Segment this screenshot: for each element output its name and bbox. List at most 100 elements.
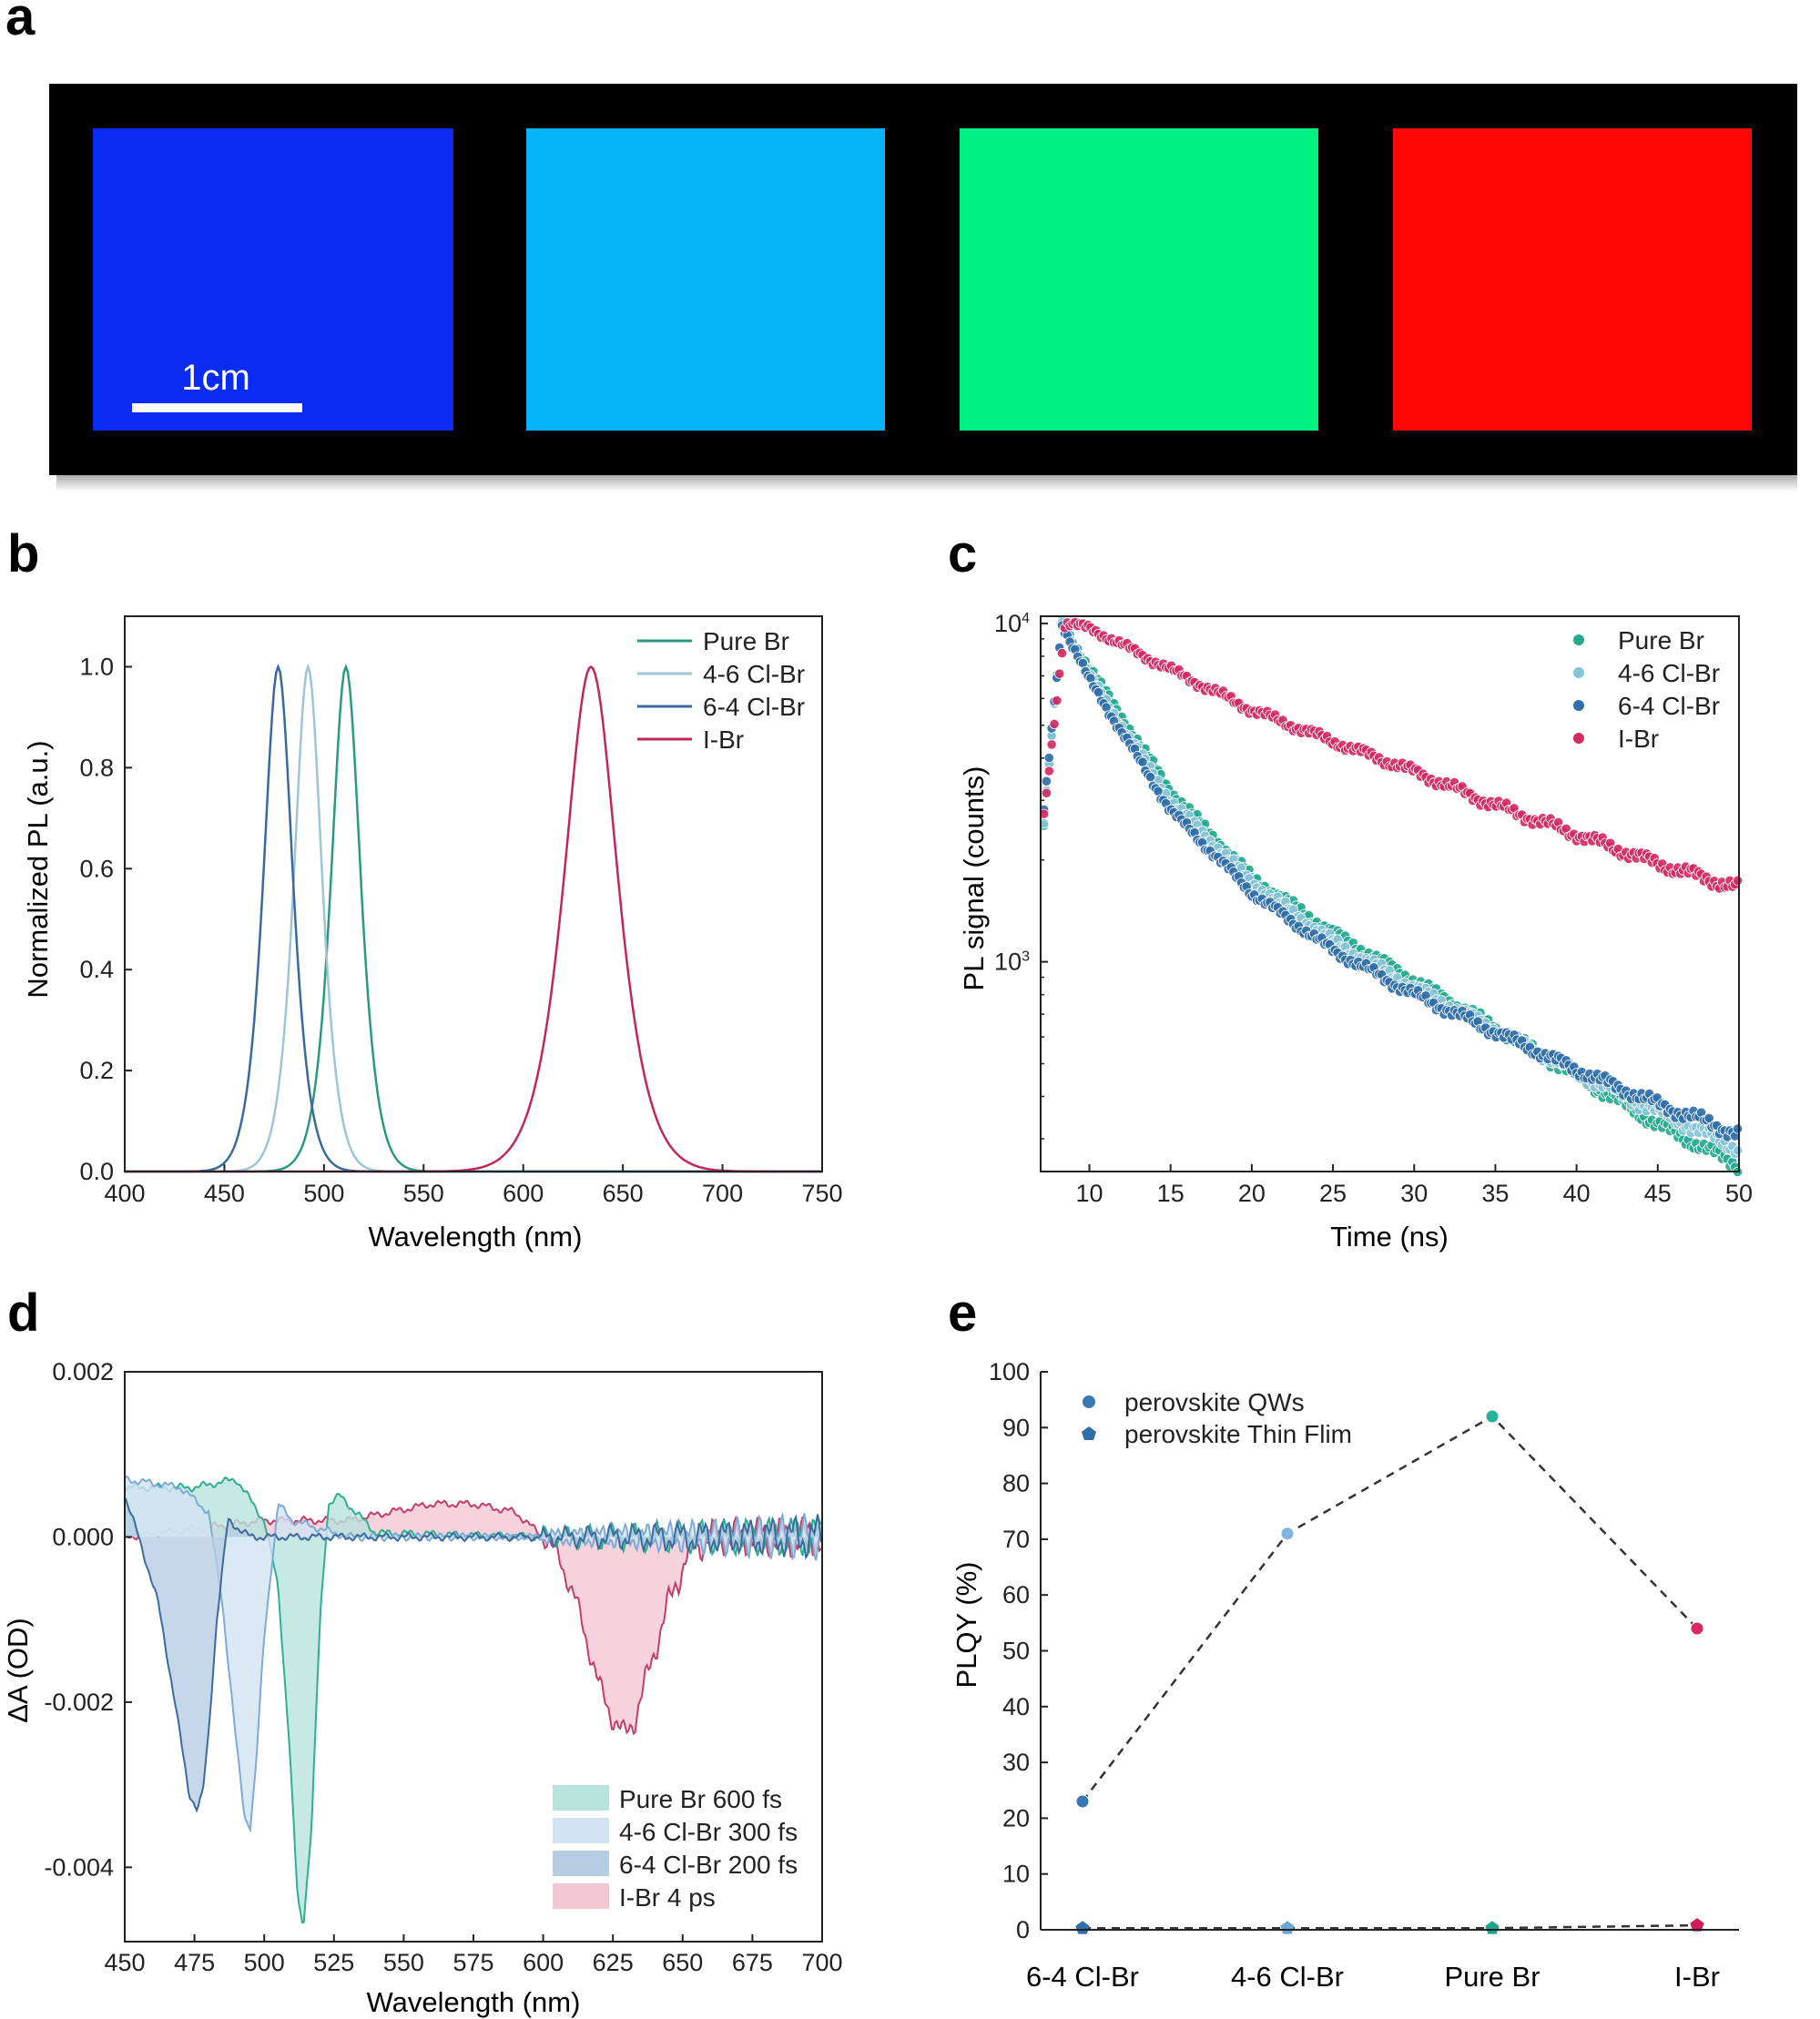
x-tick-label: 450 bbox=[104, 1949, 145, 1976]
plot-frame bbox=[124, 615, 823, 1172]
x-tick-label: 500 bbox=[244, 1949, 285, 1976]
data-point bbox=[1054, 668, 1065, 679]
x-tick-label: 500 bbox=[303, 1180, 344, 1207]
point-perovskite-thin-flim-4-6-cl-br bbox=[1280, 1921, 1295, 1934]
x-tick-label: 625 bbox=[593, 1949, 634, 1976]
series-i-br bbox=[1039, 616, 1744, 894]
y-tick-label: 90 bbox=[1002, 1414, 1030, 1441]
point-perovskite-thin-flim-pure-br bbox=[1485, 1921, 1500, 1934]
legend-label-i-br: I-Br bbox=[703, 725, 744, 754]
y-tick-label: 0.002 bbox=[52, 1358, 114, 1385]
y-tick-label: 104 bbox=[994, 610, 1030, 637]
scale-bar bbox=[132, 403, 302, 412]
panel-b: b 400 450 500 550 600 650 700 750 0.0 0.2 0.4 0.6 0.… bbox=[7, 524, 843, 1253]
data-point bbox=[1056, 647, 1068, 659]
category-label-6-4-cl-br: 6-4 Cl-Br bbox=[1026, 1961, 1139, 1993]
legend-label-perovskite-qws: perovskite QWs bbox=[1124, 1388, 1305, 1416]
legend-label-pure-br: Pure Br bbox=[703, 627, 789, 655]
legend-marker-perovskite-qws bbox=[1083, 1395, 1095, 1408]
legend-label-pure-br: Pure Br bbox=[1618, 626, 1704, 654]
category-label-pure-br: Pure Br bbox=[1444, 1961, 1540, 1993]
legend-marker-4-6-cl-br bbox=[1573, 667, 1584, 678]
x-tick-label: 10 bbox=[1075, 1180, 1103, 1207]
x-tick-label: 700 bbox=[801, 1949, 842, 1976]
x-tick-label: 700 bbox=[702, 1180, 743, 1207]
x-tick-label: 40 bbox=[1563, 1180, 1591, 1207]
dashed-line-perovskite-qws bbox=[1082, 1415, 1698, 1802]
legend-swatch-4-6-cl-br-300-fs bbox=[553, 1818, 609, 1843]
y-axis-label: PLQY (%) bbox=[951, 1562, 982, 1689]
data-point bbox=[1052, 695, 1063, 706]
data-point bbox=[1041, 787, 1052, 798]
data-point bbox=[1733, 1123, 1744, 1134]
legend: Pure Br 600 fs 4-6 Cl-Br 300 fs 6-4 Cl-B… bbox=[553, 1785, 798, 1912]
panel-label-d: d bbox=[7, 1283, 39, 1343]
y-tick-label: 40 bbox=[1002, 1693, 1030, 1720]
legend: Pure Br 4-6 Cl-Br 6-4 Cl-Br I-Br bbox=[637, 627, 805, 754]
plqy-plot bbox=[1040, 1372, 1739, 1934]
y-tick-label: 100 bbox=[989, 1358, 1030, 1385]
x-tick-label: 675 bbox=[732, 1949, 773, 1976]
y-tick-label: 70 bbox=[1002, 1526, 1030, 1553]
x-axis-label: Wavelength (nm) bbox=[369, 1221, 583, 1253]
data-point bbox=[1041, 776, 1052, 786]
legend-label-4-6-cl-br: 4-6 Cl-Br bbox=[1618, 659, 1720, 687]
legend-label-i-br-4-ps: I-Br 4 ps bbox=[619, 1883, 716, 1912]
legend-label-perovskite-thin-flim: perovskite Thin Flim bbox=[1124, 1420, 1352, 1448]
legend-swatch-pure-br-600-fs bbox=[553, 1785, 609, 1811]
legend-label-6-4-cl-br: 6-4 Cl-Br bbox=[1618, 692, 1720, 720]
series-area-4-6-cl-br-300-fs bbox=[125, 1476, 821, 1831]
x-tick-label: 575 bbox=[452, 1949, 493, 1976]
legend: perovskite QWs perovskite Thin Flim bbox=[1082, 1388, 1352, 1448]
series-line-6-4-cl-br-200-fs bbox=[124, 1496, 822, 1813]
series-6-4-cl-br bbox=[1039, 620, 1744, 1142]
y-tick-label: 50 bbox=[1002, 1638, 1030, 1665]
point-perovskite-qws-pure-br bbox=[1485, 1409, 1500, 1424]
pl-spectra-ticks: 400 450 500 550 600 650 700 750 0.0 0.2 0.4 0.6 0.8 1… bbox=[79, 653, 842, 1207]
x-tick-label: 35 bbox=[1481, 1180, 1509, 1207]
x-tick-label: 45 bbox=[1644, 1180, 1672, 1207]
legend-marker-perovskite-thin-flim bbox=[1082, 1426, 1096, 1440]
panel-e: e 0 10 20 30 40 50 60 70 80 90 100 6-4 Cl-Br 4-6 Cl-… bbox=[948, 1283, 1739, 1993]
legend: Pure Br 4-6 Cl-Br 6-4 Cl-Br I-Br bbox=[1573, 626, 1720, 753]
point-perovskite-qws-6-4-cl-br bbox=[1075, 1794, 1090, 1809]
legend-label-4-6-cl-br: 4-6 Cl-Br bbox=[703, 660, 805, 688]
x-tick-label: 525 bbox=[313, 1949, 354, 1976]
y-tick-label: -0.002 bbox=[44, 1689, 114, 1716]
series-area-pure-br-600-fs bbox=[125, 1476, 821, 1923]
pl-decay-ticks: 10 15 20 25 30 35 40 45 50 103 104 bbox=[994, 610, 1753, 1207]
x-axis-label: Wavelength (nm) bbox=[367, 1986, 581, 2018]
category-label-i-br: I-Br bbox=[1674, 1961, 1720, 1993]
x-tick-label: 750 bbox=[801, 1180, 842, 1207]
transient-absorption-plot bbox=[124, 1371, 823, 1943]
y-axis-label: ΔA (OD) bbox=[2, 1618, 34, 1722]
scale-bar-label: 1cm bbox=[181, 358, 250, 398]
panel-label-c: c bbox=[948, 524, 977, 583]
y-tick-label: 0.8 bbox=[79, 754, 114, 781]
panel-d: d 450 475 500 525 550 575 600 625 650 675 700 0.002… bbox=[2, 1283, 843, 2018]
y-tick-label: 103 bbox=[994, 949, 1030, 976]
panel-label-e: e bbox=[948, 1283, 977, 1343]
legend-label-pure-br-600-fs: Pure Br 600 fs bbox=[619, 1785, 782, 1813]
data-point bbox=[1145, 771, 1156, 783]
pl-spectra-plot bbox=[124, 615, 823, 1173]
y-tick-label: 0.0 bbox=[79, 1158, 114, 1185]
legend-label-6-4-cl-br-200-fs: 6-4 Cl-Br 200 fs bbox=[619, 1851, 798, 1879]
data-point bbox=[1046, 739, 1057, 750]
x-tick-label: 600 bbox=[503, 1180, 544, 1207]
series-area-i-br-4-ps bbox=[125, 1500, 821, 1734]
y-tick-label: 0.2 bbox=[79, 1057, 114, 1084]
y-tick-label: -0.004 bbox=[44, 1853, 114, 1881]
x-tick-label: 30 bbox=[1400, 1180, 1428, 1207]
x-tick-label: 25 bbox=[1319, 1180, 1347, 1207]
y-tick-label: 0.000 bbox=[52, 1523, 114, 1550]
sample-swatch-green bbox=[960, 128, 1318, 431]
point-perovskite-qws-i-br bbox=[1690, 1621, 1704, 1636]
x-axis-label: Time (ns) bbox=[1330, 1221, 1449, 1253]
pl-decay-plot bbox=[1039, 615, 1744, 1178]
y-axis-label: Normalized PL (a.u.) bbox=[22, 740, 54, 998]
x-tick-label: 20 bbox=[1238, 1180, 1266, 1207]
point-perovskite-thin-flim-6-4-cl-br bbox=[1075, 1921, 1090, 1934]
x-tick-label: 475 bbox=[174, 1949, 215, 1976]
y-axis-label: PL signal (counts) bbox=[958, 766, 990, 991]
